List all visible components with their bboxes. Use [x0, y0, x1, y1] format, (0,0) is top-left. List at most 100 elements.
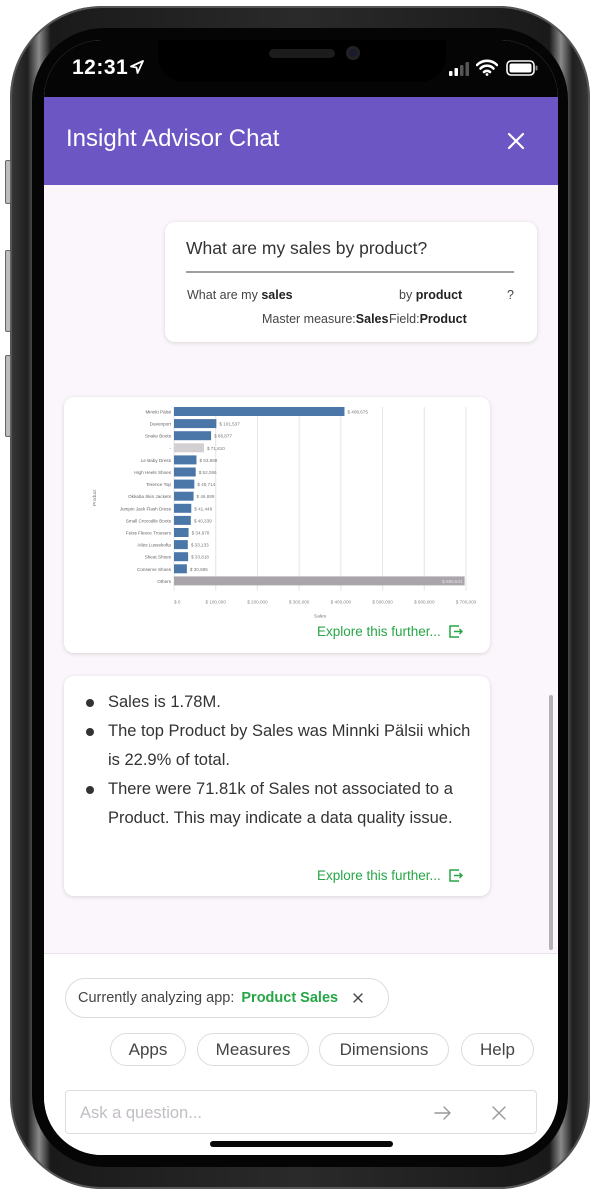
svg-text:$ 40,339: $ 40,339: [194, 518, 212, 523]
cellular-signal-icon: [449, 62, 469, 76]
chart-explore-link[interactable]: Explore this further...: [317, 624, 463, 639]
insight-list: Sales is 1.78M. The top Product by Sales…: [86, 688, 476, 833]
svg-text:$ 41,448: $ 41,448: [194, 506, 212, 511]
bar[interactable]: [174, 407, 345, 416]
bottom-panel: Currently analyzing app: Product Sales A…: [44, 953, 558, 1155]
svg-text:$ 400,000: $ 400,000: [331, 600, 352, 605]
phone-screen: 12:31 Insight Advisor Chat: [44, 40, 558, 1155]
svg-text:$ 100,000: $ 100,000: [205, 600, 226, 605]
close-icon[interactable]: [504, 129, 528, 153]
bar[interactable]: [174, 540, 188, 550]
svg-text:$ 600,000: $ 600,000: [414, 600, 435, 605]
insight-item: Sales is 1.78M.: [86, 688, 476, 717]
svg-text:Product: Product: [92, 489, 98, 506]
bar[interactable]: [174, 491, 194, 501]
bar[interactable]: [174, 443, 204, 453]
question-divider: [186, 271, 514, 273]
svg-text:$ 52,066: $ 52,066: [199, 470, 217, 475]
bar[interactable]: [174, 552, 189, 562]
bar[interactable]: [174, 576, 465, 586]
pill-dimensions[interactable]: Dimensions: [319, 1033, 449, 1066]
bar[interactable]: [174, 455, 197, 465]
bar[interactable]: [174, 467, 196, 477]
side-button-volume-down: [5, 355, 11, 437]
bar[interactable]: [174, 564, 187, 574]
insight-explore-link[interactable]: Explore this further...: [317, 868, 463, 883]
camera: [346, 46, 360, 60]
svg-text:Davenport: Davenport: [150, 422, 172, 427]
svg-text:$ 696,641: $ 696,641: [442, 579, 463, 584]
bar[interactable]: [174, 528, 189, 537]
arrow-right-icon[interactable]: [433, 1103, 453, 1123]
svg-text:Okkaba Skin Jackets: Okkaba Skin Jackets: [128, 494, 172, 499]
status-bar: 12:31: [44, 40, 558, 97]
close-icon[interactable]: [490, 1104, 508, 1122]
context-prefix: Currently analyzing app:: [78, 990, 235, 1006]
measure-mapping: Master measure:Sales: [262, 312, 389, 326]
chat-area: What are my sales by product? What are m…: [44, 185, 558, 953]
svg-text:Terence Top: Terence Top: [146, 482, 171, 487]
status-time: 12:31: [72, 56, 129, 79]
svg-text:$ 48,714: $ 48,714: [197, 482, 215, 487]
current-app-chip: Currently analyzing app: Product Sales: [65, 978, 389, 1018]
bar[interactable]: [174, 515, 191, 525]
svg-text:$ 0: $ 0: [174, 600, 181, 605]
insight-card: Sales is 1.78M. The top Product by Sales…: [64, 676, 490, 896]
svg-text:Atles Lussekofta: Atles Lussekofta: [137, 543, 171, 548]
svg-text:Sheat Shoes: Sheat Shoes: [145, 555, 172, 560]
svg-text:$ 33,818: $ 33,818: [191, 555, 209, 560]
parse-dimension: by product: [399, 288, 463, 302]
bar[interactable]: [174, 419, 217, 429]
svg-text:$ 30,885: $ 30,885: [190, 567, 208, 572]
open-external-icon: [449, 869, 463, 882]
side-button-mute: [5, 160, 11, 204]
svg-text:$ 500,000: $ 500,000: [372, 600, 393, 605]
svg-text:$ 33,133: $ 33,133: [191, 543, 209, 548]
svg-text:Conserve Shoes: Conserve Shoes: [137, 567, 172, 572]
svg-text:High Heels Shoes: High Heels Shoes: [134, 470, 171, 475]
svg-text:Small Crocodile Boots: Small Crocodile Boots: [126, 518, 172, 523]
svg-text:$ 34,978: $ 34,978: [192, 531, 210, 536]
pill-apps[interactable]: Apps: [110, 1033, 186, 1066]
question-text: What are my sales by product?: [186, 238, 428, 258]
svg-text:$ 700,000: $ 700,000: [456, 600, 477, 605]
header-title: Insight Advisor Chat: [66, 125, 280, 152]
parse-suffix: ?: [507, 288, 514, 302]
parsed-measure-term: sales: [261, 288, 293, 302]
pill-help[interactable]: Help: [461, 1033, 534, 1066]
wifi-icon: [476, 59, 498, 76]
svg-text:Le Baby Dress: Le Baby Dress: [141, 458, 172, 463]
open-external-icon: [449, 625, 463, 638]
chat-header: Insight Advisor Chat: [44, 97, 558, 185]
bar[interactable]: [174, 431, 212, 441]
svg-text:$ 53,888: $ 53,888: [199, 458, 217, 463]
svg-text:Jumpin Jack Flash Dress: Jumpin Jack Flash Dress: [120, 506, 172, 511]
current-app-name: Product Sales: [241, 990, 339, 1006]
chat-scrollbar[interactable]: [549, 695, 553, 950]
svg-text:Sales: Sales: [314, 614, 327, 620]
notch: [158, 40, 446, 82]
svg-text:$ 300,000: $ 300,000: [289, 600, 310, 605]
sales-by-product-bar-chart[interactable]: $ 0 $ 100,000 $ 200,000 $ 300,000 $ 400,000 $…: [64, 397, 490, 653]
pill-measures[interactable]: Measures: [197, 1033, 309, 1066]
bar[interactable]: [174, 503, 192, 513]
svg-text:Snake Boots: Snake Boots: [145, 434, 172, 439]
speaker: [269, 49, 335, 58]
parsed-dimension-term: product: [415, 288, 463, 302]
bar[interactable]: [174, 479, 195, 489]
field-mapping: Field:Product: [389, 312, 467, 326]
chart-card: $ 0 $ 100,000 $ 200,000 $ 300,000 $ 400,000 $…: [64, 397, 490, 653]
insight-item: There were 71.81k of Sales not associate…: [86, 775, 476, 833]
question-input[interactable]: [80, 1101, 410, 1125]
svg-text:Others: Others: [157, 579, 171, 584]
question-card: What are my sales by product? What are m…: [165, 222, 537, 342]
close-icon[interactable]: [352, 992, 364, 1004]
location-arrow-icon: [130, 60, 144, 74]
svg-text:$ 88,877: $ 88,877: [214, 434, 232, 439]
svg-text:$ 408,675: $ 408,675: [347, 410, 368, 415]
insight-item: The top Product by Sales was Minnki Päls…: [86, 717, 476, 775]
svg-text:$ 71,810: $ 71,810: [207, 446, 225, 451]
svg-text:$ 46,889: $ 46,889: [197, 494, 215, 499]
suggestion-pills: Apps Measures Dimensions Help: [44, 1033, 558, 1067]
home-indicator: [210, 1141, 393, 1147]
